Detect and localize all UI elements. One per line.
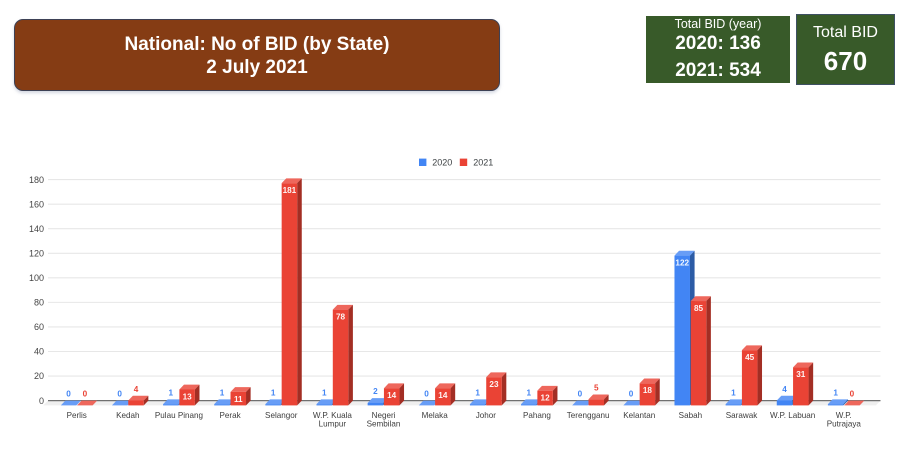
svg-text:Putrajaya: Putrajaya [827, 420, 862, 429]
svg-text:Terengganu: Terengganu [567, 411, 610, 420]
svg-text:Selangor: Selangor [265, 411, 298, 420]
svg-text:Negeri: Negeri [372, 411, 396, 420]
svg-text:85: 85 [694, 304, 704, 313]
svg-text:78: 78 [336, 313, 346, 322]
svg-text:Sembilan: Sembilan [367, 420, 401, 429]
svg-text:1: 1 [475, 388, 480, 397]
svg-text:2020: 2020 [432, 157, 452, 167]
svg-text:W.P. Labuan: W.P. Labuan [770, 411, 815, 420]
svg-text:Kedah: Kedah [116, 411, 139, 420]
svg-text:1: 1 [169, 388, 174, 397]
svg-text:1: 1 [271, 388, 276, 397]
svg-text:5: 5 [594, 384, 599, 393]
svg-text:W.P. Kuala: W.P. Kuala [313, 411, 352, 420]
svg-text:Kelantan: Kelantan [623, 411, 655, 420]
svg-text:100: 100 [29, 273, 44, 283]
svg-text:31: 31 [796, 370, 806, 379]
svg-text:Sarawak: Sarawak [726, 411, 758, 420]
svg-text:0: 0 [850, 390, 855, 399]
svg-text:0: 0 [117, 390, 122, 399]
svg-text:160: 160 [29, 199, 44, 209]
svg-text:20: 20 [34, 371, 44, 381]
svg-text:0: 0 [39, 396, 44, 406]
svg-text:2021: 2021 [473, 157, 493, 167]
svg-text:4: 4 [134, 385, 139, 394]
svg-text:Pahang: Pahang [523, 411, 551, 420]
svg-text:60: 60 [34, 322, 44, 332]
svg-text:1: 1 [833, 388, 838, 397]
svg-text:Johor: Johor [476, 411, 497, 420]
svg-text:181: 181 [283, 186, 297, 195]
svg-text:40: 40 [34, 347, 44, 357]
svg-text:0: 0 [629, 390, 634, 399]
svg-text:140: 140 [29, 224, 44, 234]
svg-text:80: 80 [34, 298, 44, 308]
svg-text:122: 122 [675, 259, 689, 268]
svg-text:Perak: Perak [220, 411, 242, 420]
svg-text:13: 13 [183, 392, 193, 401]
svg-text:W.P.: W.P. [836, 411, 852, 420]
svg-text:14: 14 [438, 391, 448, 400]
svg-text:0: 0 [66, 390, 71, 399]
svg-text:0: 0 [424, 390, 429, 399]
svg-text:Lumpur: Lumpur [319, 420, 347, 429]
svg-text:120: 120 [29, 248, 44, 258]
svg-text:11: 11 [234, 395, 243, 404]
svg-text:0: 0 [578, 390, 583, 399]
svg-text:Sabah: Sabah [679, 411, 702, 420]
svg-text:180: 180 [29, 175, 44, 185]
svg-text:2: 2 [373, 387, 378, 396]
svg-text:18: 18 [643, 386, 653, 395]
svg-text:14: 14 [387, 391, 397, 400]
svg-text:1: 1 [527, 388, 532, 397]
svg-text:1: 1 [322, 388, 327, 397]
svg-text:1: 1 [731, 388, 736, 397]
svg-text:4: 4 [782, 385, 787, 394]
svg-text:0: 0 [83, 390, 88, 399]
svg-text:12: 12 [541, 394, 551, 403]
svg-text:45: 45 [745, 353, 755, 362]
svg-text:1: 1 [220, 388, 225, 397]
svg-text:Pulau Pinang: Pulau Pinang [155, 411, 203, 420]
svg-text:Melaka: Melaka [422, 411, 449, 420]
svg-text:23: 23 [489, 380, 499, 389]
svg-text:Perlis: Perlis [67, 411, 87, 420]
